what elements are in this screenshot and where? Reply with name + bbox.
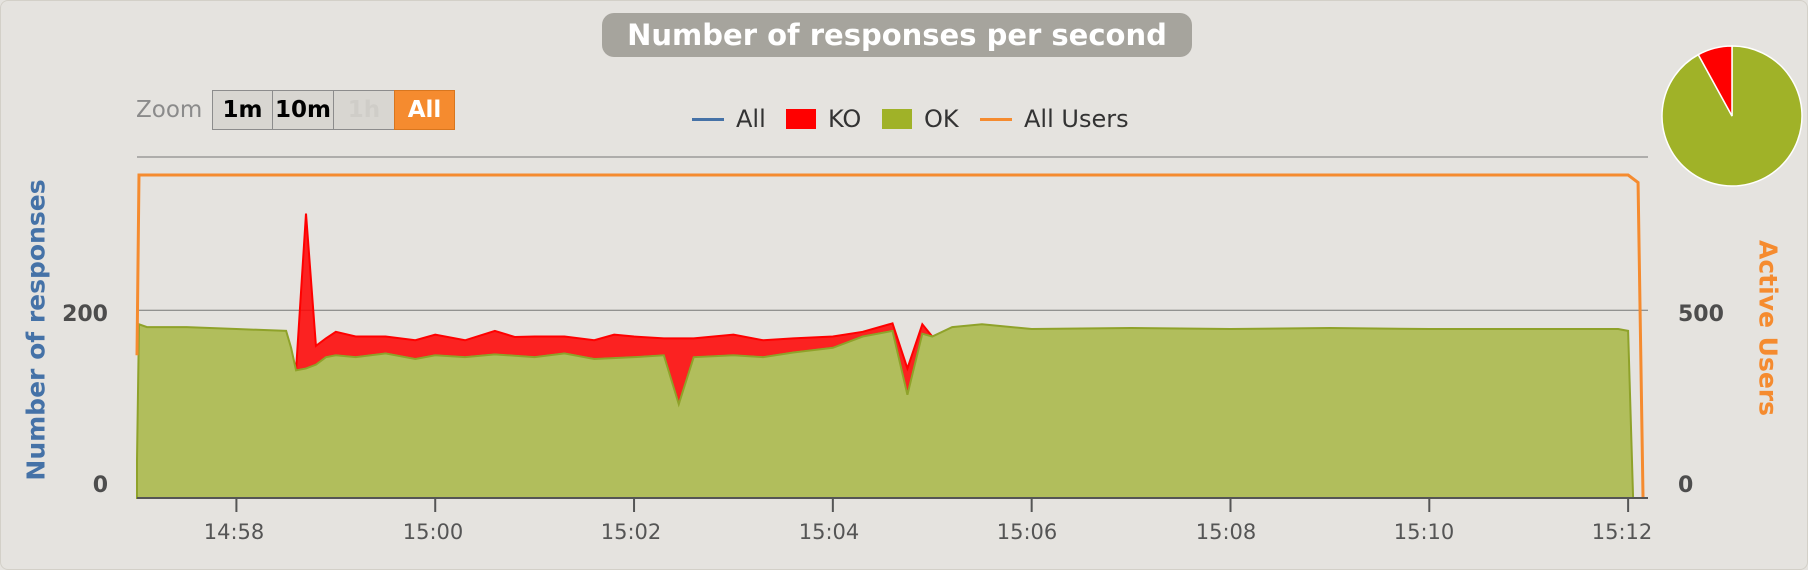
- zoom-1h-button[interactable]: 1h: [333, 90, 395, 130]
- y-axis-left-title-text: Number of responses: [21, 179, 51, 481]
- y-tick-right-500: 500: [1678, 302, 1724, 327]
- x-tick-1504: 15:04: [798, 520, 860, 544]
- all-users-line: [135, 173, 1645, 499]
- zoom-label: Zoom: [136, 97, 203, 123]
- y-tick-left-0: 0: [92, 473, 108, 498]
- legend-item-ko[interactable]: KO: [786, 104, 861, 134]
- ok-area: [136, 322, 1635, 499]
- legend-swatch-ko: [786, 109, 816, 129]
- ok-ko-pie-chart[interactable]: [1660, 44, 1804, 188]
- legend-item-ok[interactable]: OK: [882, 104, 959, 134]
- legend-swatch-all: [692, 117, 724, 121]
- x-tick-1506: 15:06: [996, 520, 1058, 544]
- x-tick-1512: 15:12: [1591, 520, 1653, 544]
- legend-label-all-users: All Users: [1024, 105, 1129, 133]
- zoom-1m-button[interactable]: 1m: [212, 90, 273, 130]
- x-tick-1508: 15:08: [1195, 520, 1257, 544]
- legend-swatch-all-users: [980, 117, 1012, 121]
- x-tick-1502: 15:02: [600, 520, 662, 544]
- chart-title: Number of responses per second: [602, 13, 1192, 57]
- zoom-10m-button[interactable]: 10m: [272, 90, 334, 130]
- chart-title-text: Number of responses per second: [627, 18, 1167, 52]
- x-tick-1510: 15:10: [1393, 520, 1455, 544]
- pie-slice-ko[interactable]: [1697, 45, 1733, 117]
- legend-item-all[interactable]: All: [692, 104, 766, 134]
- x-tick-1500: 15:00: [402, 520, 464, 544]
- y-tick-left-200: 200: [62, 302, 108, 327]
- legend-swatch-ok: [882, 109, 912, 129]
- y-tick-right-0: 0: [1678, 473, 1694, 498]
- x-tick-1458: 14:58: [203, 520, 265, 544]
- zoom-all-button[interactable]: All: [394, 90, 455, 130]
- legend-label-all: All: [736, 105, 766, 133]
- legend-label-ok: OK: [924, 105, 959, 133]
- legend-item-all-users[interactable]: All Users: [980, 104, 1129, 134]
- y-axis-right-title-text: Active Users: [1753, 240, 1783, 416]
- legend-label-ko: KO: [828, 105, 862, 133]
